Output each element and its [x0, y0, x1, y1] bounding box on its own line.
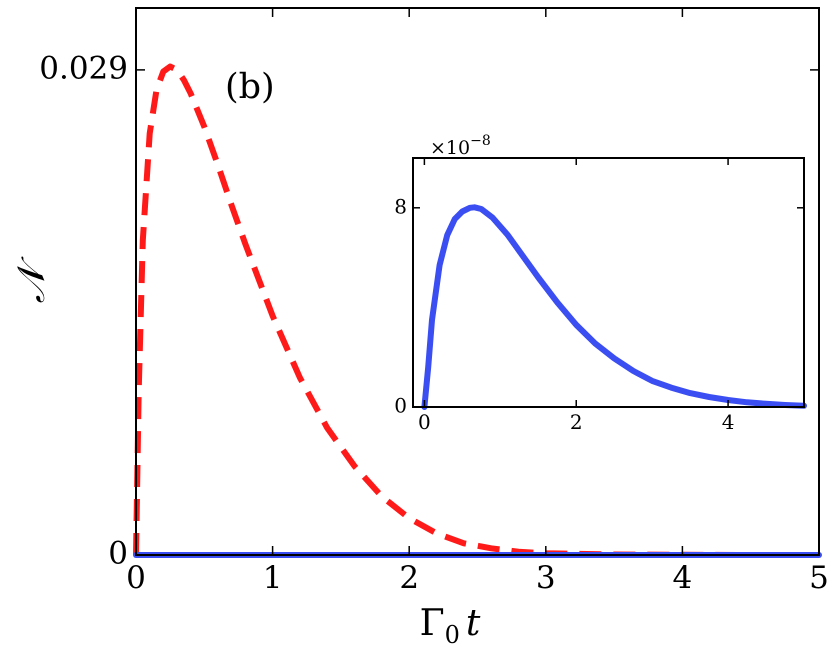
inset-plot-frame: [412, 157, 805, 408]
main-x-tick-label: 1: [263, 560, 283, 596]
main-y-tick-label: 0.029: [39, 50, 128, 86]
inset-series-solid-line: [421, 204, 807, 410]
inset-scale-base: ×10: [430, 137, 470, 159]
main-plot-frame: [135, 7, 820, 556]
panel-label: (b): [225, 67, 275, 107]
inset-x-tick-label: 4: [722, 410, 735, 434]
inset-x-tick-label: 2: [570, 410, 583, 434]
inset-y-tick-label: 8: [394, 194, 407, 218]
main-plot: 0 1 2 3 4 5 0 0.029 (b): [39, 7, 829, 596]
inset-ticks-group: 0 2 4 0 8: [394, 158, 804, 434]
main-x-tick-label: 0: [126, 560, 146, 596]
main-x-tick-label: 4: [673, 560, 693, 596]
main-ticks-group: 0 1 2 3 4 5 0 0.029: [39, 8, 829, 596]
inset-series-group: [421, 204, 807, 410]
main-x-tick-label: 5: [809, 560, 829, 596]
y-axis-label: 𝒩: [9, 255, 53, 303]
x-axis-label: Γ0 t: [420, 603, 481, 646]
inset-plot: 0 2 4 0 8 ×10−8: [394, 133, 807, 434]
main-x-tick-label: 3: [536, 560, 556, 596]
inset-y-tick-label: 0: [394, 394, 407, 418]
main-y-tick-label: 0: [108, 536, 128, 572]
inset-x-tick-label: 0: [418, 410, 431, 434]
inset-background: [413, 158, 804, 407]
inset-scale-label: ×10−8: [430, 133, 491, 159]
x-axis-label-subscript: 0: [445, 621, 460, 646]
x-axis-label-gamma: Γ: [420, 603, 445, 644]
x-axis-label-variable: t: [466, 603, 481, 644]
inset-scale-exponent: −8: [470, 133, 491, 149]
main-x-tick-label: 2: [399, 560, 419, 596]
